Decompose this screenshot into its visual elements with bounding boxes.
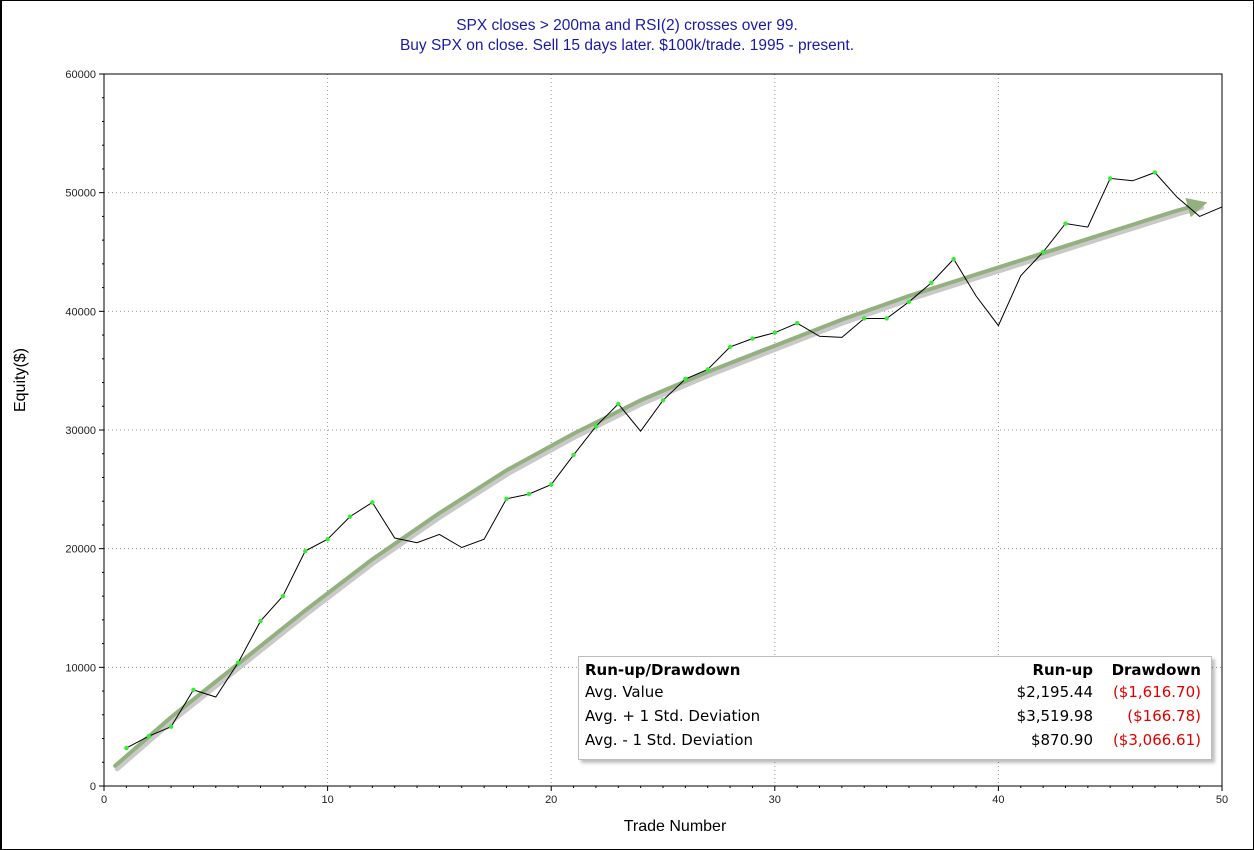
run-up-drawdown-table: Run-up/Drawdown Run-up Drawdown Avg. Val… <box>578 656 1212 760</box>
y-tick-label: 50000 <box>65 188 96 200</box>
y-tick-label: 10000 <box>65 662 96 674</box>
equity-point <box>884 316 889 321</box>
equity-point <box>683 376 688 382</box>
x-axis-label: Trade Number <box>623 818 727 835</box>
x-tick-label: 20 <box>545 794 557 806</box>
y-tick-label: 40000 <box>65 306 96 318</box>
equity-point <box>772 330 777 335</box>
trend-arrow-line <box>113 197 1208 768</box>
runup-value: $870.90 <box>1030 731 1093 749</box>
equity-point <box>593 424 599 429</box>
equity-point <box>1108 176 1113 181</box>
drawdown-value: ($1,616.70) <box>1112 683 1201 701</box>
y-tick-label: 0 <box>90 781 96 793</box>
equity-point <box>124 745 129 751</box>
equity-point <box>727 344 733 350</box>
chart-title: SPX closes > 200ma and RSI(2) crosses ov… <box>456 17 798 34</box>
equity-point <box>504 496 509 502</box>
drawdown-value: ($166.78) <box>1127 707 1201 725</box>
equity-point <box>347 514 353 519</box>
equity-point <box>705 367 710 372</box>
y-axis-label: Equity($) <box>12 347 29 413</box>
x-tick-label: 40 <box>992 794 1004 806</box>
trend-arrow-shadow <box>114 205 1205 772</box>
runup-value: $2,195.44 <box>1016 683 1093 701</box>
equity-point <box>1152 170 1158 175</box>
chart-subtitle: Buy SPX on close. Sell 15 days later. $1… <box>399 37 855 54</box>
grid <box>104 74 1222 786</box>
table-row: Avg. + 1 Std. Deviation $3,519.98 ($166.… <box>579 705 1211 727</box>
runup-value: $3,519.98 <box>1016 707 1093 725</box>
trend-arrow <box>113 197 1208 772</box>
equity-point <box>862 316 867 321</box>
equity-point <box>951 256 956 262</box>
equity-point <box>191 687 196 693</box>
equity-point <box>235 660 241 665</box>
equity-point <box>1040 249 1046 255</box>
equity-point <box>549 482 554 487</box>
table-title: Run-up/Drawdown <box>585 661 741 679</box>
x-tick-label: 10 <box>321 794 333 806</box>
equity-point <box>325 536 330 542</box>
runup-column-header: Run-up <box>1032 661 1093 679</box>
table-row: Avg. - 1 Std. Deviation $870.90 ($3,066.… <box>579 729 1211 751</box>
drawdown-value: ($3,066.61) <box>1112 731 1201 749</box>
equity-line <box>126 171 1223 749</box>
y-tick-label: 20000 <box>65 544 96 556</box>
row-label: Avg. + 1 Std. Deviation <box>585 707 761 725</box>
row-label: Avg. Value <box>585 683 664 701</box>
table-header-row: Run-up/Drawdown Run-up Drawdown <box>579 659 1211 681</box>
equity-point <box>526 491 532 497</box>
equity-point <box>303 548 308 554</box>
equity-point <box>370 500 375 505</box>
equity-point <box>616 401 621 407</box>
equity-point <box>280 593 286 599</box>
equity-point <box>660 398 666 403</box>
equity-point <box>571 452 576 458</box>
row-label: Avg. - 1 Std. Deviation <box>585 731 754 749</box>
equity-point <box>146 733 151 739</box>
drawdown-column-header: Drawdown <box>1111 661 1201 679</box>
equity-point <box>750 336 755 341</box>
y-tick-label: 60000 <box>65 69 96 81</box>
equity-series <box>124 170 1223 751</box>
axes: 0 10 20 30 40 50 0 10000 20000 30000 40000 50000 600… <box>65 69 1228 806</box>
x-tick-label: 0 <box>101 794 107 806</box>
x-tick-label: 30 <box>769 794 781 806</box>
equity-point <box>794 321 800 326</box>
equity-point <box>258 618 263 624</box>
equity-point <box>1063 221 1068 226</box>
y-tick-label: 30000 <box>65 425 96 437</box>
equity-point <box>168 724 174 729</box>
equity-point <box>906 299 912 305</box>
table-row: Avg. Value $2,195.44 ($1,616.70) <box>579 681 1211 703</box>
x-tick-label: 50 <box>1216 794 1228 806</box>
equity-point <box>929 280 934 286</box>
